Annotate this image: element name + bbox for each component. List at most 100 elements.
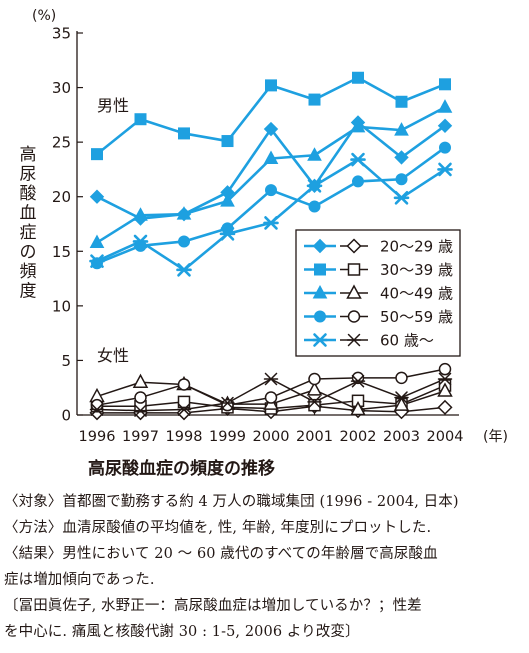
data-point-male-star (89, 254, 105, 268)
data-point-female-triangle (132, 373, 149, 389)
y-tick-label: 0 (61, 407, 71, 425)
note-citation: 〔冨田眞佐子, 水野正一：高尿酸血症は増加しているか？；性差 (4, 598, 422, 614)
data-point-female-triangle (350, 400, 366, 416)
data-point-male-circle (308, 200, 321, 213)
data-point-male-circle (265, 184, 277, 197)
data-point-male-triangle (437, 99, 453, 113)
data-point-female-star (89, 403, 105, 416)
note-citation-cont: を中心に. 痛風と核酸代謝 30 : 1-5, 2006 より改変〕 (4, 624, 360, 640)
x-tick-label: 2003 (383, 429, 420, 445)
y-tick-label: 15 (52, 243, 71, 261)
data-point-male-star (306, 179, 323, 193)
x-tick-label: 2000 (253, 429, 290, 445)
y-axis-label-char: 酸 (20, 184, 37, 204)
female-group-label: 女性 (97, 346, 129, 365)
male-group-label: 男性 (97, 96, 129, 115)
data-point-male-triangle (263, 150, 279, 165)
y-tick-label: 20 (52, 188, 71, 206)
data-point-female-circle (221, 398, 234, 412)
legend-marker-male-star (312, 333, 328, 347)
data-point-female-circle (438, 362, 452, 376)
data-point-female-triangle (306, 381, 323, 396)
data-point-female-triangle (437, 382, 453, 397)
data-point-female-star (176, 403, 192, 416)
chart-title: 高尿酸血症の頻度の推移 (88, 459, 275, 479)
data-point-male-square (178, 127, 190, 140)
x-tick-label: 1999 (209, 429, 246, 445)
data-point-male-diamond (394, 150, 409, 165)
x-tick-label: 1996 (79, 429, 116, 445)
data-point-female-star (307, 395, 322, 409)
data-point-female-star (394, 391, 409, 404)
y-axis-label-char: の (20, 243, 37, 263)
data-point-male-star (393, 191, 410, 205)
y-unit-label: (%) (32, 8, 56, 24)
legend-marker-female-circle (347, 310, 361, 323)
series-line-male-diamond (96, 121, 446, 220)
data-point-female-star (437, 372, 453, 386)
legend-label: 60 歳〜 (380, 332, 434, 350)
data-point-female-triangle (393, 396, 410, 411)
chart-series-markers (89, 71, 453, 421)
data-point-male-star (437, 162, 453, 177)
legend-label: 40〜49 歳 (380, 285, 453, 303)
data-point-female-square (177, 395, 191, 409)
y-axis-label-char: 高 (20, 145, 37, 165)
data-point-female-circle (395, 371, 408, 385)
x-tick-label: 2001 (296, 429, 333, 445)
data-point-male-star (176, 263, 192, 277)
note-methods: 〈方法〉血清尿酸値の平均値を, 性, 年齢, 年度別にプロットした. (4, 520, 432, 536)
data-point-female-square (308, 398, 321, 412)
data-point-female-diamond (437, 399, 453, 415)
data-point-female-circle (134, 391, 147, 404)
note-results: 〈結果〉男性において 20 ～ 60 歳代のすべての年齢層で高尿酸血 (4, 546, 438, 562)
data-point-male-square (134, 113, 147, 126)
data-point-male-square (221, 135, 234, 148)
legend-marker-female-star (346, 333, 362, 347)
note-subjects: 〈対象〉首都圏で勤務する約 4 万人の職域集団 (1996 - 2004, 日本… (4, 494, 459, 510)
chart-labels: 0 5 10 15 20 25 30 35 1996 1997 1998 1999 2000 2001 20… (20, 8, 508, 445)
data-point-male-triangle (394, 122, 409, 136)
legend-marker-male-diamond (312, 238, 328, 254)
data-point-male-star (219, 227, 236, 241)
legend-marker-male-triangle (312, 284, 328, 299)
data-point-male-circle (352, 175, 364, 188)
legend-marker-male-square (314, 263, 326, 276)
data-point-female-circle (264, 391, 278, 404)
data-point-male-triangle (350, 118, 366, 133)
legend-marker-male-circle (314, 310, 326, 323)
data-point-female-star (350, 374, 366, 388)
x-tick-label: 2002 (340, 429, 377, 445)
data-point-female-star (263, 372, 279, 386)
data-point-female-circle (308, 372, 321, 386)
legend-marker-female-square (347, 263, 361, 276)
x-tick-label: 1997 (122, 429, 159, 445)
data-point-male-diamond (263, 121, 279, 137)
data-point-female-star (133, 404, 148, 417)
chart-legend: 20〜29 歳 30〜39 歳 40〜49 歳 50〜59 歳 60 歳〜 (295, 229, 461, 357)
note-results-cont: 症は増加傾向であった. (4, 572, 155, 588)
y-axis-label-char: 頻 (20, 262, 37, 282)
y-axis-label-char: 症 (20, 223, 37, 243)
x-unit-label: (年) (483, 429, 508, 445)
data-point-female-circle (90, 398, 104, 412)
y-tick-label: 5 (61, 352, 71, 370)
data-point-male-diamond (437, 118, 453, 133)
y-tick-label: 25 (52, 134, 71, 152)
data-point-male-diamond (89, 189, 105, 204)
data-point-female-circle (177, 378, 191, 391)
data-point-male-square (308, 93, 321, 106)
y-axis-label-char: 尿 (20, 165, 37, 185)
data-point-male-circle (395, 173, 408, 186)
data-point-male-square (352, 71, 364, 84)
y-tick-label: 10 (52, 297, 71, 315)
y-tick-label: 30 (52, 79, 71, 97)
legend-label: 20〜29 歳 (380, 238, 453, 256)
legend-label: 30〜39 歳 (380, 261, 453, 279)
data-point-male-triangle (89, 234, 105, 249)
data-point-male-square (395, 95, 408, 108)
data-point-male-circle (439, 141, 451, 154)
x-tick-label: 2004 (427, 429, 464, 445)
data-point-male-square (265, 79, 277, 92)
data-point-male-star (132, 234, 149, 249)
